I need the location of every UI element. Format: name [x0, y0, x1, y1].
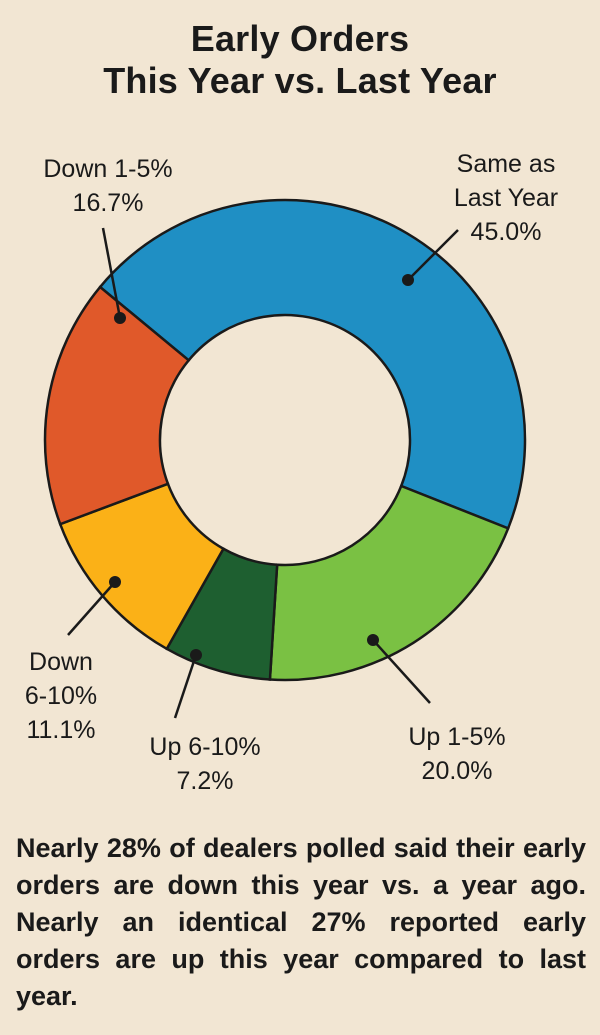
leader-dot: [402, 274, 414, 286]
leader-line: [407, 229, 459, 281]
donut-chart: Same as Last Year 45.0% Up 1-5% 20.0% Up 6-10…: [25, 150, 558, 795]
leader-dot: [367, 634, 379, 646]
leader-dot: [114, 312, 126, 324]
slice-label: Down 1-5% 16.7%: [43, 155, 172, 217]
slice-name-label: Up 1-5%: [408, 723, 505, 751]
slice-name-label: Down 1-5%: [43, 155, 172, 183]
slice-value-label: 11.1%: [26, 716, 95, 744]
slice-down-1-5-: [43, 285, 191, 526]
slice-label: Up 6-10% 7.2%: [149, 733, 260, 795]
slice-labels: Same as Last Year 45.0% Up 1-5% 20.0% Up 6-10…: [25, 150, 558, 795]
leader-dot: [190, 649, 202, 661]
slice-name-label: Last Year: [454, 184, 558, 212]
leader-line: [101, 227, 122, 319]
chart-title-line-2: This Year vs. Last Year: [103, 60, 497, 101]
leader-line: [67, 581, 116, 636]
leader-dot: [109, 576, 121, 588]
slice-name-label: Down: [29, 648, 93, 676]
slice-value-label: 7.2%: [177, 767, 234, 795]
slice-name-label: 6-10%: [25, 682, 97, 710]
slice-up-1-5-: [268, 484, 510, 682]
leader-line: [372, 639, 431, 704]
footnote: Nearly 28% of dealers polled said their …: [16, 833, 586, 1011]
slice-label: Up 1-5% 20.0%: [408, 723, 505, 785]
leader-lines: [67, 227, 459, 719]
leader-line: [173, 654, 198, 719]
slice-same-as-last-year: [98, 198, 527, 530]
slice-value-label: 45.0%: [471, 218, 542, 246]
slice-value-label: 16.7%: [73, 189, 144, 217]
slice-name-label: Same as: [457, 150, 556, 178]
slice-label: Down 6-10% 11.1%: [25, 648, 97, 744]
slice-label: Same as Last Year 45.0%: [454, 150, 558, 246]
donut-slices: [43, 198, 527, 682]
chart-title-line-1: Early Orders: [190, 18, 410, 59]
slice-name-label: Up 6-10%: [149, 733, 260, 761]
slice-value-label: 20.0%: [422, 757, 493, 785]
chart-title: Early Orders This Year vs. Last Year: [0, 18, 600, 102]
